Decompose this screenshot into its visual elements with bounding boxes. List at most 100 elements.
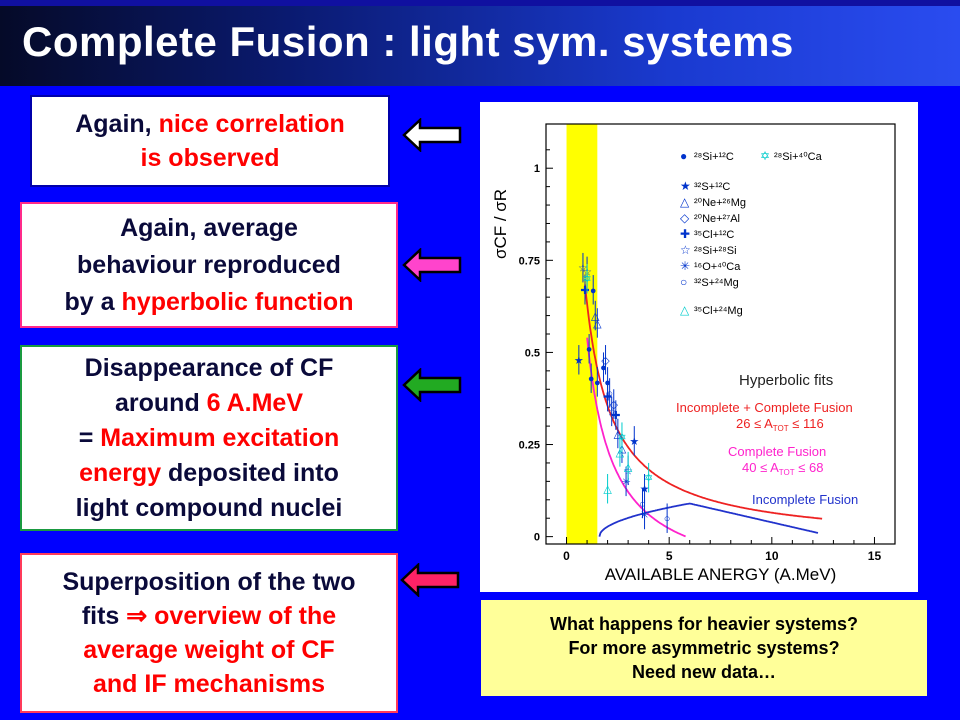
text-box-hyperbolic: Again, average behaviour reproduced by a… [20, 202, 398, 328]
fusion-plot: 0 5 10 15 0 0.25 0.5 0.75 1 AVAILABLE ANERGY (A.M… [480, 102, 918, 592]
legend-marker: ● [680, 149, 687, 163]
data-point-9: ✡ [644, 473, 653, 485]
data-point-7: ✳ [640, 510, 649, 522]
data-point-2: ★ [629, 436, 639, 448]
legend-marker: ○ [680, 275, 687, 289]
box2-line1: Again, average [120, 213, 298, 242]
text-box-superposition: Superposition of the two fits ⇒ overview… [20, 553, 398, 713]
data-point-3: △ [614, 428, 623, 440]
legend-label: ³²S+¹²C [694, 181, 730, 193]
x-tick-label: 10 [765, 549, 779, 563]
data-point-1: ● [590, 285, 597, 297]
box3-line2: around 6 A.MeV [115, 388, 303, 417]
x-tick-label: 5 [666, 549, 673, 563]
annotation-magenta-1: Complete Fusion [728, 444, 826, 459]
y-tick-label: 0 [534, 532, 540, 544]
fit-curve-3 [598, 502, 819, 537]
data-point-9: ✡ [582, 274, 591, 286]
note-line1: What happens for heavier systems? [549, 614, 859, 634]
legend-label: ¹⁶O+⁴⁰Ca [694, 261, 741, 273]
arrow-left-icon-4 [400, 563, 460, 597]
legend-marker: ✡ [760, 149, 770, 163]
box2-line3: by a hyperbolic function [64, 287, 354, 316]
question-note: What happens for heavier systems? For mo… [481, 600, 927, 696]
data-point-8: ○ [606, 388, 613, 400]
legend-marker: ✚ [680, 227, 690, 241]
data-point-5: ✚ [603, 392, 612, 404]
box3-line3: = Maximum excitation [78, 423, 340, 452]
highlight-band [566, 124, 598, 544]
data-point-3: △ [591, 311, 600, 323]
fit-curve-2 [586, 337, 686, 538]
annotation-heading: Hyperbolic fits [739, 372, 833, 389]
annotation-magenta-2: 40 ≤ ATOT ≤ 68 [742, 460, 823, 477]
title-bar-top-line [0, 0, 960, 6]
box3-line1: Disappearance of CF [84, 353, 334, 382]
annotation-red-2: 26 ≤ ATOT ≤ 116 [736, 416, 824, 433]
data-point-3: △ [593, 318, 602, 330]
legend-marker: △ [680, 303, 690, 317]
data-point-8: ○ [664, 513, 671, 525]
box1-line1: Again, nice correlation [75, 110, 345, 138]
box3-line5: light compound nuclei [75, 493, 343, 522]
text-box-disappearance: Disappearance of CF around 6 A.MeV = Max… [20, 345, 398, 531]
y-axis-label: σCF / σR [491, 189, 510, 259]
legend-label: ²⁸Si+⁴⁰Ca [774, 151, 823, 163]
data-point-6: ☆ [578, 263, 588, 275]
data-point-1: ● [600, 362, 607, 374]
legend-label: ³⁵Cl+²⁴Mg [694, 305, 743, 317]
data-point-9: ✡ [617, 432, 626, 444]
chart-svg: 0 5 10 15 0 0.25 0.5 0.75 1 AVAILABLE ANERGY (A.M… [491, 123, 896, 584]
box4-line3: average weight of CF [83, 636, 335, 664]
box4-line4: and IF mechanisms [92, 670, 326, 698]
data-point-6: ☆ [607, 406, 617, 418]
data-point-5: ✚ [580, 285, 589, 297]
y-tick-label: 0.5 [525, 347, 540, 359]
legend-label: ³⁵Cl+¹²C [694, 229, 734, 241]
x-tick-label: 15 [868, 549, 882, 563]
data-point-7: ✳ [621, 476, 630, 488]
legend-marker: △ [680, 195, 690, 209]
title-bar: Complete Fusion : light sym. systems [0, 0, 960, 86]
annotation-blue-1: Incomplete Fusion [752, 492, 858, 507]
arrow-left-icon-1 [402, 118, 462, 152]
data-point-8: ○ [639, 498, 646, 510]
data-point-1: ● [588, 373, 595, 385]
legend-label: ²⁰Ne+²⁷Al [694, 213, 740, 225]
data-point-10: △ [616, 447, 625, 459]
legend-marker: ✳ [680, 259, 690, 273]
implies-arrow: ⇒ [126, 602, 148, 630]
data-point-4: ◇ [601, 355, 610, 367]
legend-marker: ★ [680, 179, 691, 193]
data-point-10: △ [624, 462, 633, 474]
data-point-10: △ [603, 484, 612, 496]
note-line3: Need new data… [631, 662, 777, 682]
x-axis-label: AVAILABLE ANERGY (A.MeV) [605, 565, 836, 584]
slide-title: Complete Fusion : light sym. systems [22, 18, 794, 65]
annotation-red-1: Incomplete + Complete Fusion [676, 400, 853, 415]
data-point-1: ● [594, 377, 601, 389]
box4-line1: Superposition of the two [62, 568, 356, 596]
legend-label: ²⁰Ne+²⁶Mg [694, 197, 746, 209]
legend-marker: ◇ [680, 211, 690, 225]
box2-line2: behaviour reproduced [77, 250, 341, 279]
data-point-2: ★ [574, 355, 584, 367]
data-point-1: ● [586, 344, 593, 356]
note-line2: For more asymmetric systems? [568, 638, 840, 658]
arrow-left-icon-2 [402, 248, 462, 282]
arrow-left-icon-3 [402, 368, 462, 402]
y-tick-label: 0.25 [519, 440, 540, 452]
y-tick-label: 1 [534, 163, 540, 175]
text-box-correlation: Again, nice correlation is observed [30, 95, 390, 187]
data-point-2: ★ [640, 484, 650, 496]
data-point-4: ◇ [610, 399, 619, 411]
box1-line2: is observed [140, 144, 280, 172]
y-tick-label: 0.75 [519, 255, 540, 267]
box3-line4: energy deposited into [79, 458, 339, 487]
fit-curve-1 [584, 284, 823, 520]
data-point-5: ✚ [611, 410, 620, 422]
legend-marker: ☆ [680, 243, 691, 257]
x-tick-label: 0 [563, 549, 570, 563]
legend-label: ²⁸Si+¹²C [694, 151, 734, 163]
legend-label: ³²S+²⁴Mg [694, 277, 739, 289]
